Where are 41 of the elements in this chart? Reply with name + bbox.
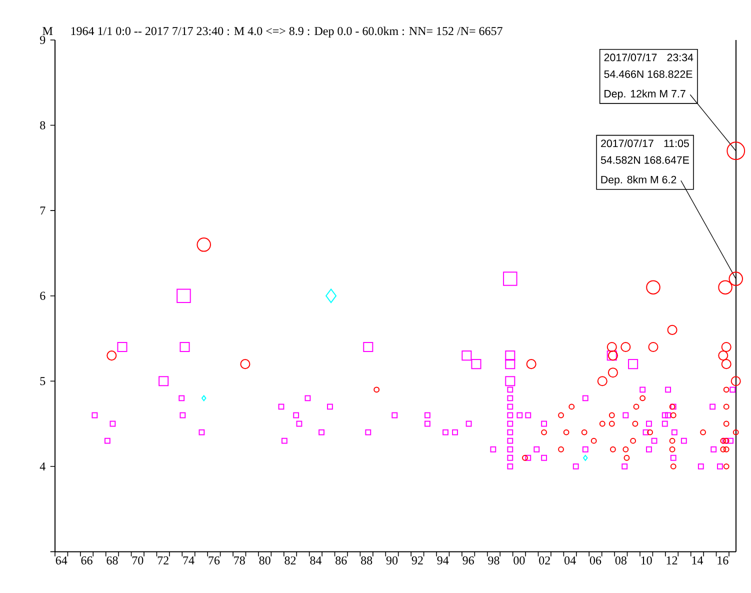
x-tick-label: 94 [437,556,449,564]
x-tick-label: 12 [666,556,678,564]
x-tick-label: 96 [462,556,474,564]
x-tick-label: 80 [259,556,270,565]
y-tick-label: 9 [40,36,46,44]
x-tick-label: 70 [132,556,144,565]
x-tick-label: 68 [106,556,118,565]
x-tick-label: 66 [81,556,92,564]
x-tick-label: 08 [615,556,626,565]
x-tick-label: 78 [234,556,245,565]
x-tick-label: 72 [158,556,168,564]
x-tick-label: 04 [564,556,576,565]
x-tick-label: 64 [56,556,68,564]
x-tick-label: 84 [310,556,322,565]
x-tick-label: 86 [336,556,347,565]
x-tick-label: 76 [208,556,220,564]
x-tick-label: 16 [718,556,728,564]
x-tick-label: 14 [692,556,704,564]
annotation: 54.582N 168.647E [600,156,689,164]
y-tick-label: 7 [40,206,46,214]
x-tick-label: 90 [386,556,398,565]
x-tick-label: 82 [284,556,296,565]
annotation: Dep. 12km M 7.7 [604,90,686,100]
x-tick-label: 02 [539,556,550,565]
annotation: 2017/07/17 23:34 [604,53,694,62]
x-tick-label: 00 [514,556,525,565]
annotation: 54.466N 168.822E [604,70,692,78]
x-tick-label: 10 [641,556,652,565]
annotation: Dep. 8km M 6.2 [601,176,676,186]
y-tick-label: 5 [40,377,46,386]
x-tick-label: 92 [412,556,423,564]
x-tick-label: 06 [590,556,602,565]
y-tick-label: 6 [40,292,46,300]
y-tick-label: 4 [40,462,46,470]
x-tick-label: 74 [183,556,194,564]
chart-title: 1964 1/1 0:0 -- 2017 7/17 23:40 : M 4.0 <=> 8.9 : Dep 0.0 - 60.0km : NN= 152 /N= 6657 [71,26,502,38]
x-tick-label: 98 [488,556,500,565]
annotation: 2017/07/17 11:05 [601,139,689,148]
y-axis-title: M [42,27,53,35]
x-tick-label: 88 [361,556,372,565]
y-tick-label: 8 [40,121,46,130]
